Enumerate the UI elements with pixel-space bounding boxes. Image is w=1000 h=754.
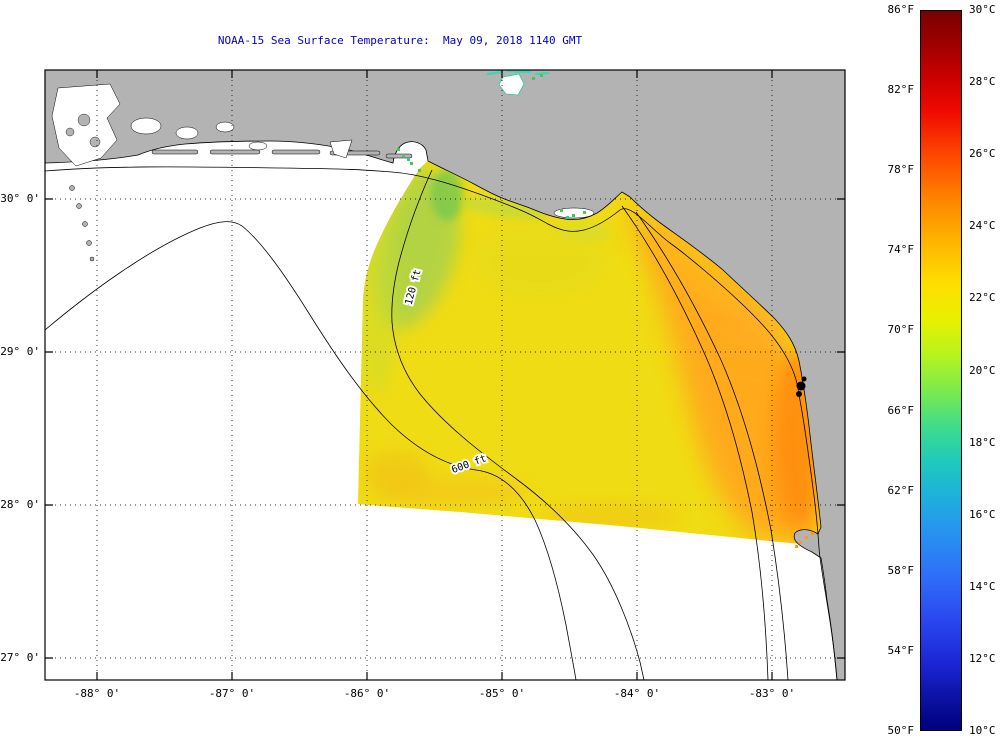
sst-warm-band (620, 195, 822, 545)
x-axis-tick-label: -83° 0' (748, 687, 796, 700)
colorbar-fahrenheit-label: 58°F (887, 563, 915, 577)
y-axis-tick-label: 28° 0' (0, 498, 40, 511)
colorbar-celsius-label: 16°C (969, 507, 996, 521)
contour-nearshore (45, 166, 838, 680)
colorbar-celsius-label: 22°C (969, 291, 996, 305)
colorbar-gradient (920, 10, 962, 731)
colorbar-fahrenheit-label: 78°F (887, 163, 915, 177)
land (45, 70, 845, 680)
title-line-1: NOAA-15 Sea Surface Temperature: May 09,… (217, 34, 583, 47)
colorbar-fahrenheit-label: 74°F (887, 243, 915, 257)
x-axis-tick-label: -86° 0' (343, 687, 391, 700)
x-axis-tick-label: -85° 0' (478, 687, 526, 700)
colorbar-fahrenheit-label: 86°F (887, 3, 915, 16)
colorbar-celsius-label: 24°C (969, 219, 996, 233)
x-axis-tick-label: -87° 0' (208, 687, 256, 700)
cloud-artifact (486, 70, 550, 96)
x-axis-tick-label: -88° 0' (73, 687, 121, 700)
colorbar-celsius-label: 20°C (969, 363, 996, 377)
contour-600ft (45, 221, 577, 680)
x-axis-tick-label: -84° 0' (613, 687, 661, 700)
colorbar-fahrenheit-label: 62°F (887, 483, 915, 497)
colorbar-celsius-label: 12°C (969, 651, 996, 665)
y-axis-tick-label: 30° 0' (0, 192, 40, 205)
colorbar-celsius-label: 30°C (969, 3, 996, 16)
coastal-rock-marks (796, 376, 807, 397)
contour-bigbend-outer (621, 205, 769, 680)
axis-ticks (45, 70, 845, 680)
depth-contours (45, 166, 838, 680)
contour-bigbend-inner (635, 211, 789, 680)
y-axis-tick-label: 27° 0' (0, 651, 40, 664)
colorbar-fahrenheit-label: 66°F (887, 403, 915, 417)
contour-120ft (391, 169, 645, 680)
colorbar-celsius-label: 26°C (969, 147, 996, 161)
coastline (45, 70, 845, 680)
bay-sst-pixels (397, 148, 814, 548)
colorbar-fahrenheit-label: 82°F (887, 83, 915, 97)
colorbar-celsius-label: 28°C (969, 75, 996, 89)
map-frame (44, 69, 846, 681)
grid-lines (45, 70, 845, 680)
colorbar-celsius-label: 10°C (969, 724, 996, 737)
colorbar-fahrenheit-label: 50°F (887, 724, 915, 737)
colorbar-celsius-label: 18°C (969, 435, 996, 449)
y-axis-tick-label: 29° 0' (0, 345, 40, 358)
marsh-islets (65, 113, 101, 148)
colorbar-celsius-label: 14°C (969, 579, 996, 593)
colorbar-fahrenheit-label: 70°F (887, 323, 915, 337)
colorbar-fahrenheit-label: 54°F (887, 643, 915, 657)
